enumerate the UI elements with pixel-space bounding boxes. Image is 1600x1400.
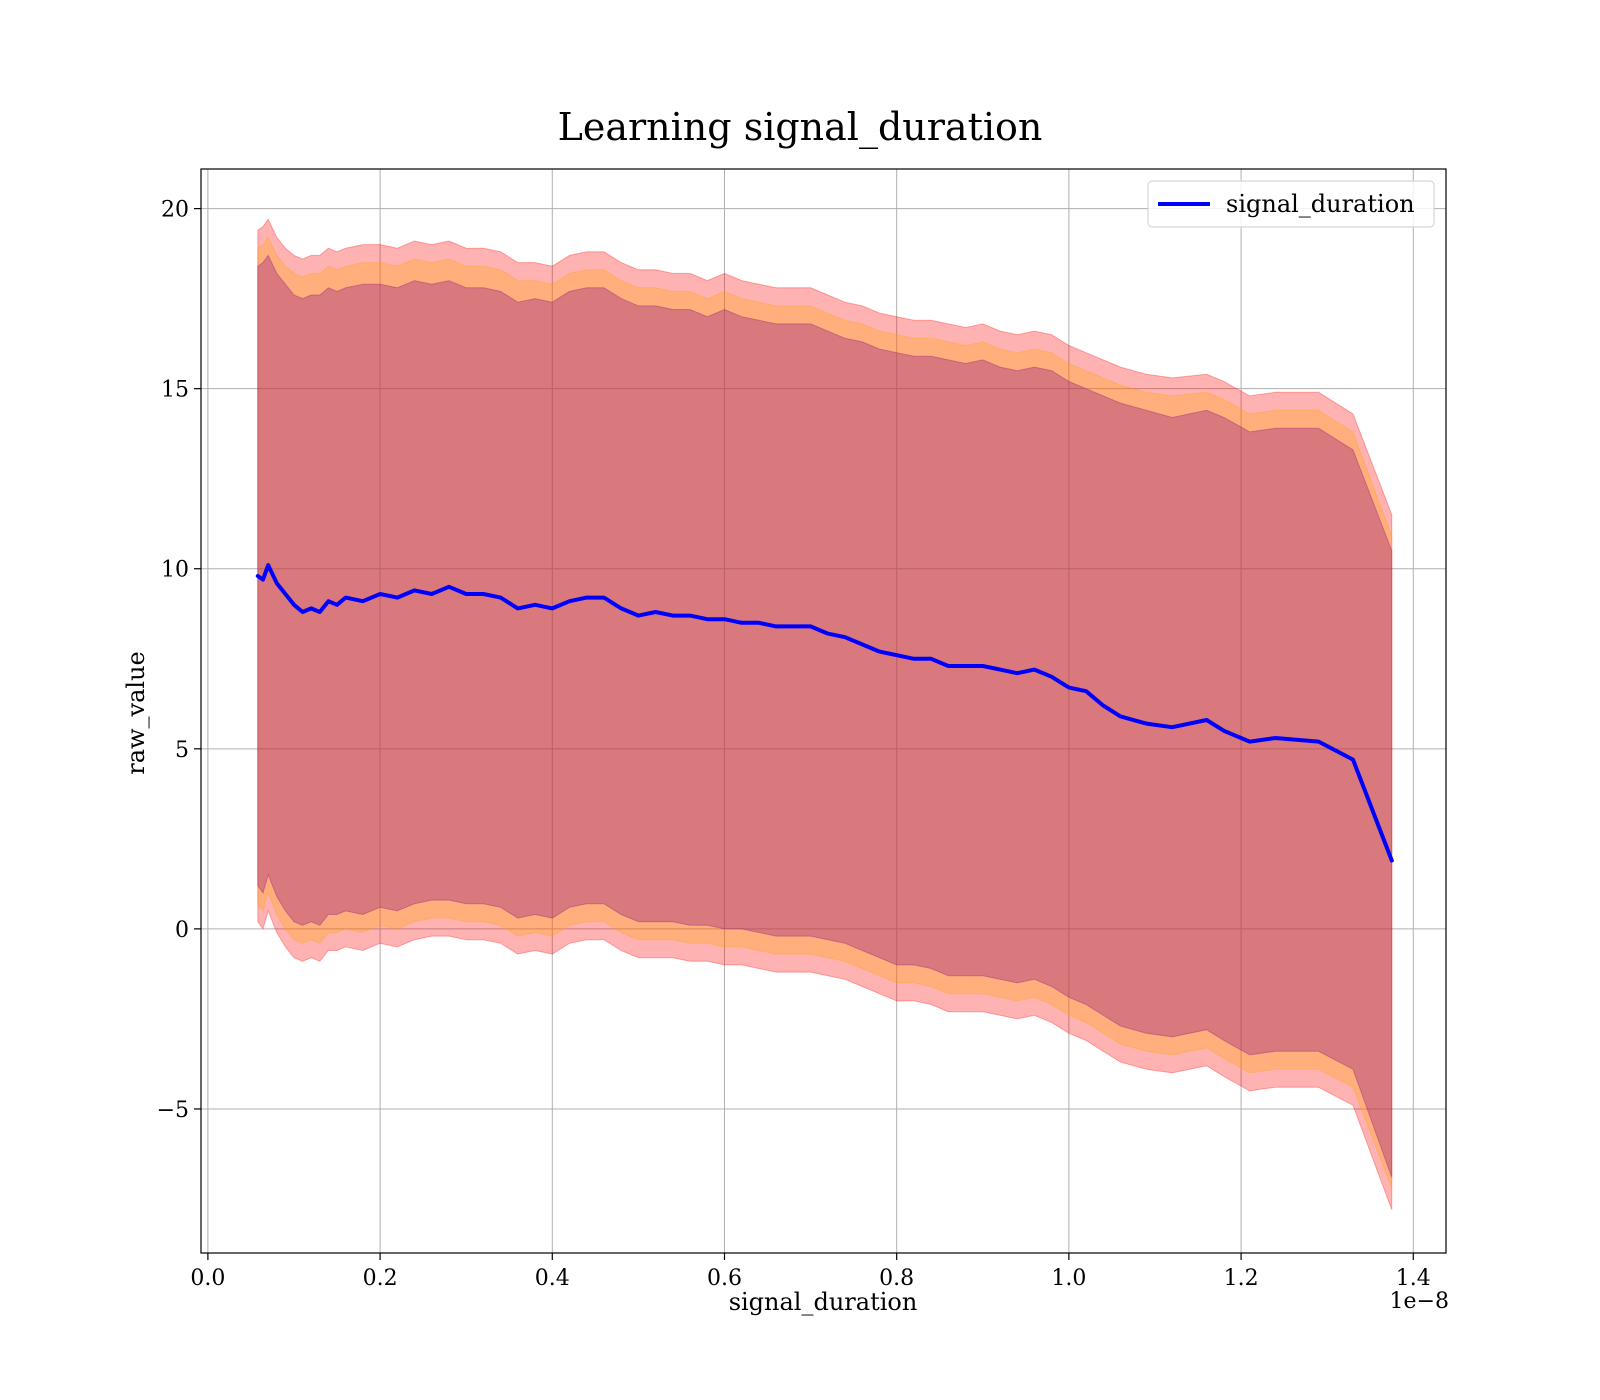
x-tick-label: 0.4 xyxy=(535,1266,570,1291)
legend-label: signal_duration xyxy=(1226,190,1415,218)
x-axis-label: signal_duration xyxy=(729,1288,918,1316)
legend-box xyxy=(1147,180,1435,228)
plot-area-frame xyxy=(200,168,1447,1254)
x-axis-offset-label: 1e−8 xyxy=(1390,1289,1449,1314)
legend: signal_duration xyxy=(1147,180,1435,228)
y-tick-label: 20 xyxy=(161,198,189,223)
chart-title: Learning signal_duration xyxy=(558,105,1043,150)
confidence-band xyxy=(257,254,1393,1178)
y-tick-label: 0 xyxy=(175,918,189,943)
axis-ticks: 0.0 0.2 0.4 0.6 0.8 1.0 1.2 1.4 −5 0 5 10 15 20 xyxy=(157,198,1431,1291)
confidence-band xyxy=(257,218,1393,1210)
y-axis-label: raw_value xyxy=(122,651,150,775)
x-tick-label: 1.2 xyxy=(1224,1266,1259,1291)
x-tick-label: 0.2 xyxy=(363,1266,398,1291)
y-tick-label: −5 xyxy=(157,1098,189,1123)
y-tick-label: 10 xyxy=(161,558,189,583)
series-line xyxy=(255,563,1394,863)
x-tick-label: 0.0 xyxy=(190,1266,225,1291)
confidence-bands xyxy=(257,218,1393,1210)
x-tick-label: 1.4 xyxy=(1396,1266,1431,1291)
x-tick-label: 0.8 xyxy=(879,1266,914,1291)
x-tick-label: 1.0 xyxy=(1051,1266,1086,1291)
y-tick-label: 15 xyxy=(161,378,189,403)
series-lines xyxy=(255,563,1394,863)
y-tick-label: 5 xyxy=(175,738,189,763)
x-tick-label: 0.6 xyxy=(707,1266,742,1291)
confidence-band xyxy=(257,236,1393,1189)
